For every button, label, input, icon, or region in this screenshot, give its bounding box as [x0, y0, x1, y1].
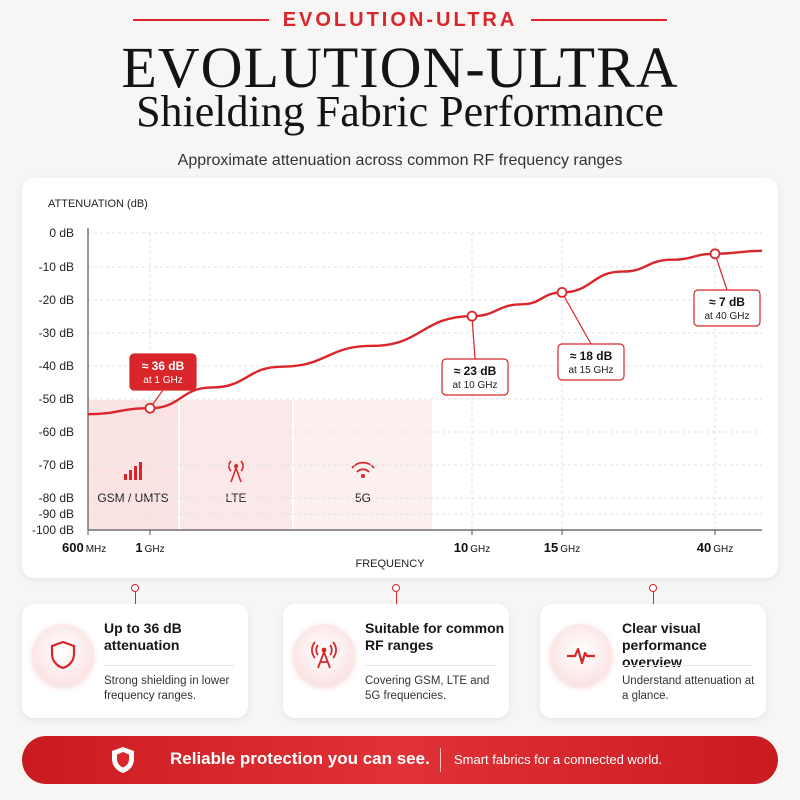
data-point-marker: [556, 287, 568, 298]
page-title-line1: EVOLUTION-ULTRA: [121, 35, 679, 100]
y-tick-label: -60 dB: [39, 425, 74, 439]
band-label: LTE: [225, 491, 246, 505]
brand-line-right: [531, 19, 668, 21]
banner-separator: [440, 748, 441, 772]
y-tick-label: -30 dB: [39, 326, 74, 340]
feature-title: Up to 36 dB attenuation: [104, 620, 182, 653]
chart-card: GSM / UMTS LTE 5G ATTENUATION (dB) FREQUENC…: [22, 178, 778, 578]
feature-title: Suitable for common RF ranges: [365, 620, 505, 653]
feature-desc: Covering GSM, LTE and 5G frequencies.: [365, 675, 490, 702]
callout-leader: [714, 253, 728, 291]
y-tick-label: -20 dB: [39, 293, 74, 307]
callout-leader: [471, 316, 476, 360]
feature-card-overview: Clear visual performance overview Unders…: [540, 584, 766, 718]
y-tick-label: 0 dB: [49, 226, 74, 240]
feature-connector-dot: [392, 584, 400, 592]
feature-desc: Understand attenuation at a glance.: [622, 675, 755, 702]
signal-bar: [139, 462, 142, 480]
feature-icon-badge: [550, 624, 612, 686]
x-axis-title: FREQUENCY: [355, 558, 425, 570]
feature-card-rf-ranges: Suitable for common RF ranges Covering G…: [283, 584, 509, 718]
feature-divider: [365, 665, 495, 666]
page-title-line2: Shielding Fabric Performance: [136, 87, 664, 136]
callout-value: ≈ 7 dB: [709, 295, 745, 309]
callout-box: [693, 289, 761, 327]
y-axis-title: ATTENUATION (dB): [48, 198, 148, 210]
antenna-legs: [230, 467, 242, 483]
y-tick-label: -40 dB: [39, 359, 74, 373]
signal-bar: [134, 466, 137, 480]
attenuation-chart: GSM / UMTS LTE 5G ATTENUATION (dB)FREQUENC…: [32, 198, 763, 570]
x-tick-label: 600 MHz: [62, 540, 106, 555]
callout-value: ≈ 23 dB: [454, 364, 497, 378]
band-background: [294, 400, 432, 530]
value-callout: ≈ 23 dB at 10 GHz: [441, 310, 509, 396]
feature-divider: [622, 665, 752, 666]
y-tick-label: -80 dB: [39, 491, 74, 505]
callout-frequency: at 1 GHz: [143, 375, 182, 386]
data-point-marker: [709, 248, 721, 260]
callout-box: [129, 353, 197, 391]
feature-icon-badge: [32, 624, 94, 686]
banner-subtagline: Smart fabrics for a connected world.: [454, 752, 663, 767]
pulse-icon: [567, 647, 595, 665]
brand-row: EVOLUTION-ULTRA: [0, 8, 800, 32]
feature-connector: [135, 590, 136, 604]
footer-banner: Reliable protection you can see. Smart f…: [22, 736, 778, 784]
feature-title: Clear visual performance overview: [622, 620, 707, 670]
page-subtitle: Approximate attenuation across common RF…: [177, 152, 623, 169]
y-tick-label: -100 dB: [32, 523, 74, 537]
callout-leader: [561, 292, 592, 345]
value-callout: ≈ 36 dB at 1 GHz: [129, 353, 197, 414]
antenna-tip: [233, 463, 239, 469]
callout-box: [557, 343, 625, 381]
callout-frequency: at 15 GHz: [568, 365, 613, 376]
banner-tagline: Reliable protection you can see.: [170, 749, 430, 768]
signal-bar: [124, 474, 127, 480]
frequency-band: 5G: [294, 400, 432, 530]
brand-label: EVOLUTION-ULTRA: [282, 8, 518, 31]
x-tick-label: 1 GHz: [135, 540, 164, 555]
shield-icon: [50, 640, 76, 670]
signal-bars-icon: [124, 462, 142, 480]
signal-bar: [129, 470, 132, 480]
shield-icon: [112, 747, 134, 773]
feature-icon-badge: [293, 624, 355, 686]
value-callout: ≈ 18 dB at 15 GHz: [556, 287, 625, 381]
y-tick-label: -10 dB: [39, 260, 74, 274]
y-tick-label: -90 dB: [39, 507, 74, 521]
y-tick-label: -70 dB: [39, 458, 74, 472]
feature-connector: [396, 590, 397, 604]
x-tick-label: 15 GHz: [544, 540, 580, 555]
x-tick-label: 40 GHz: [697, 540, 733, 555]
wifi-arcs: [351, 461, 375, 473]
feature-connector-dot: [131, 584, 139, 592]
feature-connector: [653, 590, 654, 604]
feature-divider: [104, 665, 234, 666]
feature-desc: Strong shielding in lower frequency rang…: [104, 675, 230, 702]
wifi-icon: [351, 461, 375, 478]
band-label: 5G: [355, 491, 371, 505]
data-point-marker: [466, 310, 478, 322]
feature-card-attenuation: Up to 36 dB attenuation Strong shielding…: [22, 584, 248, 718]
callout-box: [441, 358, 509, 396]
feature-connector-dot: [649, 584, 657, 592]
callout-value: ≈ 18 dB: [570, 349, 613, 363]
wifi-dot: [361, 474, 365, 478]
data-point-marker: [144, 402, 156, 414]
x-tick-label: 10 GHz: [454, 540, 490, 555]
callout-value: ≈ 36 dB: [142, 359, 185, 373]
value-callout: ≈ 7 dB at 40 GHz: [693, 248, 761, 327]
antenna-tower-icon: [311, 641, 337, 669]
callout-frequency: at 10 GHz: [452, 380, 497, 391]
callout-frequency: at 40 GHz: [704, 311, 749, 322]
y-tick-label: -50 dB: [39, 392, 74, 406]
brand-line-left: [132, 19, 269, 21]
antenna-waves: [228, 460, 244, 472]
